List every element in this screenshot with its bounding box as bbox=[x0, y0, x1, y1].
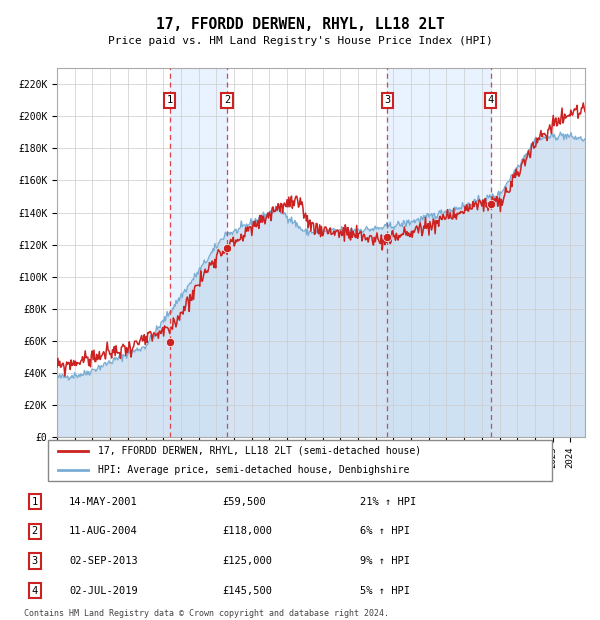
Text: Price paid vs. HM Land Registry's House Price Index (HPI): Price paid vs. HM Land Registry's House … bbox=[107, 36, 493, 46]
Text: 2: 2 bbox=[32, 526, 38, 536]
Text: 02-JUL-2019: 02-JUL-2019 bbox=[69, 586, 138, 596]
Text: HPI: Average price, semi-detached house, Denbighshire: HPI: Average price, semi-detached house,… bbox=[98, 465, 410, 475]
Text: 3: 3 bbox=[32, 556, 38, 566]
Text: 17, FFORDD DERWEN, RHYL, LL18 2LT (semi-detached house): 17, FFORDD DERWEN, RHYL, LL18 2LT (semi-… bbox=[98, 446, 422, 456]
Text: 2: 2 bbox=[224, 95, 230, 105]
Bar bbox=[388, 68, 491, 437]
Text: 4: 4 bbox=[488, 95, 494, 105]
Text: 11-AUG-2004: 11-AUG-2004 bbox=[69, 526, 138, 536]
Text: 1: 1 bbox=[167, 95, 173, 105]
FancyBboxPatch shape bbox=[48, 440, 552, 480]
Text: 1: 1 bbox=[32, 497, 38, 507]
Text: £145,500: £145,500 bbox=[222, 586, 272, 596]
Text: 17, FFORDD DERWEN, RHYL, LL18 2LT: 17, FFORDD DERWEN, RHYL, LL18 2LT bbox=[155, 17, 445, 32]
Text: 21% ↑ HPI: 21% ↑ HPI bbox=[360, 497, 416, 507]
Text: 6% ↑ HPI: 6% ↑ HPI bbox=[360, 526, 410, 536]
Text: 14-MAY-2001: 14-MAY-2001 bbox=[69, 497, 138, 507]
Text: 3: 3 bbox=[385, 95, 391, 105]
Text: 5% ↑ HPI: 5% ↑ HPI bbox=[360, 586, 410, 596]
Text: Contains HM Land Registry data © Crown copyright and database right 2024.: Contains HM Land Registry data © Crown c… bbox=[24, 609, 389, 618]
Text: 4: 4 bbox=[32, 586, 38, 596]
Text: 9% ↑ HPI: 9% ↑ HPI bbox=[360, 556, 410, 566]
Text: £59,500: £59,500 bbox=[222, 497, 266, 507]
Bar bbox=[170, 68, 227, 437]
Text: 02-SEP-2013: 02-SEP-2013 bbox=[69, 556, 138, 566]
Text: £118,000: £118,000 bbox=[222, 526, 272, 536]
Text: £125,000: £125,000 bbox=[222, 556, 272, 566]
